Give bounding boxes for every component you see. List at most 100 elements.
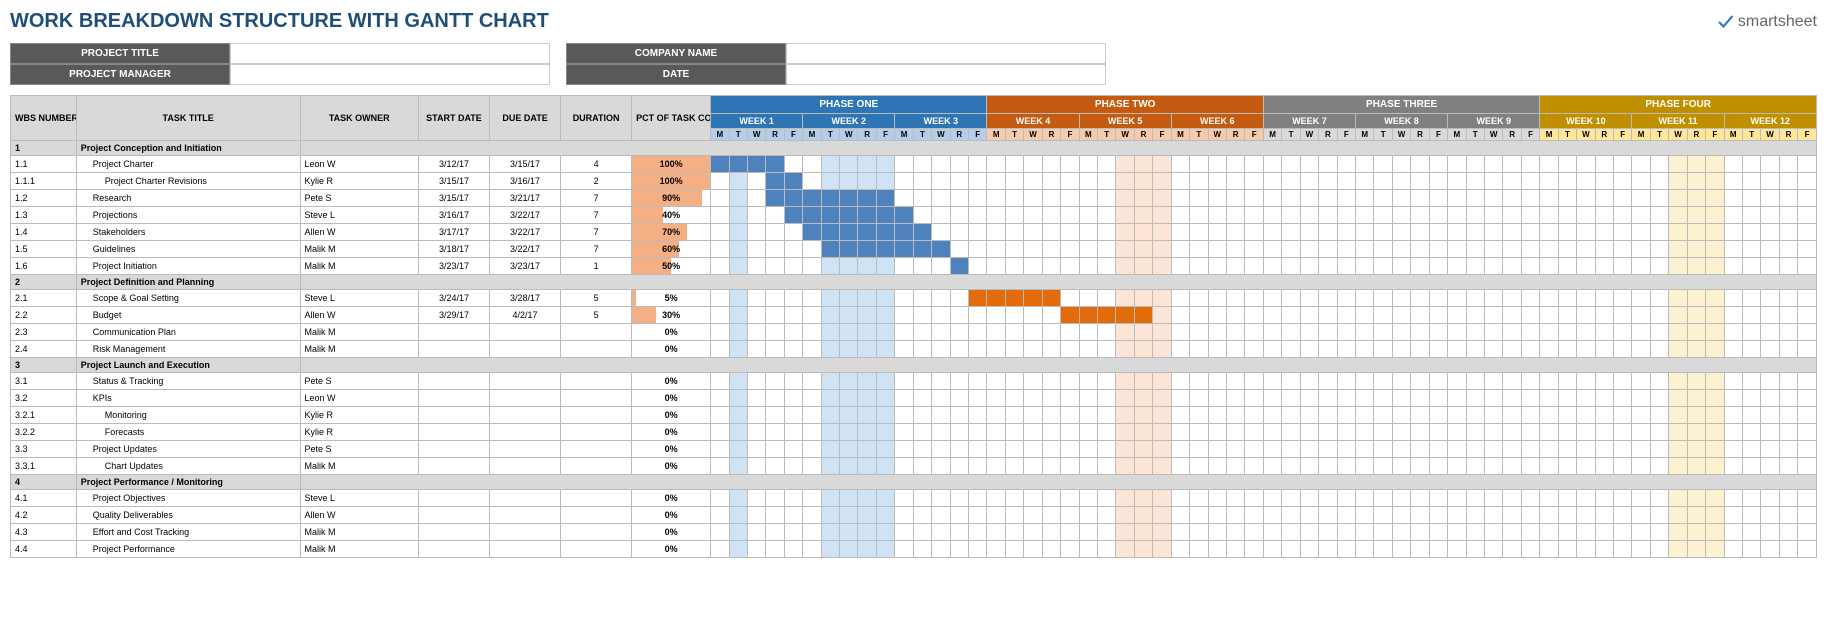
gantt-cell[interactable] — [1134, 290, 1152, 307]
gantt-cell[interactable] — [1595, 241, 1613, 258]
gantt-cell[interactable] — [1761, 307, 1779, 324]
gantt-cell[interactable] — [1558, 173, 1576, 190]
gantt-cell[interactable] — [1411, 407, 1429, 424]
gantt-cell[interactable] — [987, 258, 1005, 275]
gantt-cell[interactable] — [950, 373, 968, 390]
gantt-cell[interactable] — [1742, 156, 1760, 173]
gantt-cell[interactable] — [1411, 190, 1429, 207]
gantt-cell[interactable] — [1171, 290, 1189, 307]
gantt-cell[interactable] — [766, 373, 784, 390]
gantt-cell[interactable] — [1577, 190, 1595, 207]
gantt-cell[interactable] — [1392, 541, 1410, 558]
gantt-cell[interactable] — [1558, 458, 1576, 475]
gantt-cell[interactable] — [1558, 258, 1576, 275]
gantt-cell[interactable] — [747, 190, 765, 207]
gantt-cell[interactable] — [1134, 307, 1152, 324]
gantt-cell[interactable] — [766, 173, 784, 190]
gantt-cell[interactable] — [1614, 390, 1632, 407]
gantt-cell[interactable] — [858, 441, 876, 458]
start-cell[interactable] — [418, 341, 489, 358]
gantt-cell[interactable] — [1779, 458, 1797, 475]
gantt-cell[interactable] — [840, 441, 858, 458]
gantt-cell[interactable] — [1411, 324, 1429, 341]
duration-cell[interactable] — [561, 441, 632, 458]
gantt-cell[interactable] — [1632, 307, 1650, 324]
gantt-cell[interactable] — [1134, 173, 1152, 190]
gantt-cell[interactable] — [932, 507, 950, 524]
gantt-cell[interactable] — [1503, 541, 1521, 558]
gantt-cell[interactable] — [1577, 407, 1595, 424]
gantt-cell[interactable] — [784, 524, 802, 541]
gantt-cell[interactable] — [1208, 407, 1226, 424]
gantt-cell[interactable] — [821, 207, 839, 224]
gantt-cell[interactable] — [784, 224, 802, 241]
gantt-cell[interactable] — [1466, 373, 1484, 390]
gantt-cell[interactable] — [1724, 190, 1742, 207]
gantt-cell[interactable] — [1300, 258, 1318, 275]
gantt-cell[interactable] — [747, 224, 765, 241]
gantt-cell[interactable] — [987, 407, 1005, 424]
gantt-cell[interactable] — [1448, 224, 1466, 241]
gantt-cell[interactable] — [1558, 324, 1576, 341]
task-cell[interactable]: Status & Tracking — [76, 373, 300, 390]
gantt-cell[interactable] — [1245, 241, 1264, 258]
gantt-cell[interactable] — [1503, 424, 1521, 441]
gantt-cell[interactable] — [729, 490, 747, 507]
gantt-cell[interactable] — [766, 507, 784, 524]
gantt-cell[interactable] — [1098, 324, 1116, 341]
gantt-cell[interactable] — [1356, 490, 1374, 507]
owner-cell[interactable]: Malik M — [300, 324, 418, 341]
gantt-cell[interactable] — [1171, 524, 1189, 541]
gantt-cell[interactable] — [1374, 290, 1392, 307]
gantt-cell[interactable] — [1650, 258, 1668, 275]
duration-cell[interactable] — [561, 407, 632, 424]
gantt-cell[interactable] — [1153, 258, 1171, 275]
gantt-cell[interactable] — [1577, 307, 1595, 324]
task-cell[interactable]: Project Charter — [76, 156, 300, 173]
gantt-cell[interactable] — [1300, 507, 1318, 524]
gantt-cell[interactable] — [1190, 390, 1208, 407]
gantt-cell[interactable] — [1208, 224, 1226, 241]
gantt-cell[interactable] — [1779, 524, 1797, 541]
wbs-cell[interactable]: 3.3 — [11, 441, 77, 458]
gantt-cell[interactable] — [1595, 341, 1613, 358]
due-cell[interactable] — [490, 341, 561, 358]
gantt-cell[interactable] — [1079, 507, 1097, 524]
pct-cell[interactable]: 0% — [632, 390, 711, 407]
gantt-cell[interactable] — [1116, 507, 1134, 524]
gantt-cell[interactable] — [766, 241, 784, 258]
gantt-cell[interactable] — [1005, 373, 1023, 390]
due-cell[interactable]: 3/23/17 — [490, 258, 561, 275]
gantt-cell[interactable] — [1521, 407, 1540, 424]
task-cell[interactable]: Communication Plan — [76, 324, 300, 341]
gantt-cell[interactable] — [1669, 156, 1687, 173]
pct-cell[interactable]: 0% — [632, 341, 711, 358]
gantt-cell[interactable] — [1724, 541, 1742, 558]
gantt-cell[interactable] — [1153, 507, 1171, 524]
gantt-cell[interactable] — [969, 173, 987, 190]
gantt-cell[interactable] — [1632, 373, 1650, 390]
gantt-cell[interactable] — [1429, 241, 1447, 258]
gantt-cell[interactable] — [1098, 207, 1116, 224]
gantt-cell[interactable] — [1687, 224, 1705, 241]
task-cell[interactable]: Effort and Cost Tracking — [76, 524, 300, 541]
gantt-cell[interactable] — [1392, 424, 1410, 441]
gantt-cell[interactable] — [1042, 224, 1060, 241]
gantt-cell[interactable] — [1079, 424, 1097, 441]
info-value-date[interactable] — [786, 64, 1106, 85]
gantt-cell[interactable] — [1098, 424, 1116, 441]
gantt-cell[interactable] — [1466, 258, 1484, 275]
gantt-cell[interactable] — [1337, 173, 1355, 190]
gantt-cell[interactable] — [1742, 190, 1760, 207]
gantt-cell[interactable] — [1356, 507, 1374, 524]
gantt-cell[interactable] — [950, 224, 968, 241]
task-cell[interactable]: Monitoring — [76, 407, 300, 424]
gantt-cell[interactable] — [1411, 390, 1429, 407]
gantt-cell[interactable] — [729, 156, 747, 173]
duration-cell[interactable] — [561, 424, 632, 441]
gantt-cell[interactable] — [1042, 156, 1060, 173]
wbs-cell[interactable]: 2.3 — [11, 324, 77, 341]
pct-cell[interactable]: 0% — [632, 407, 711, 424]
gantt-cell[interactable] — [1319, 207, 1337, 224]
gantt-cell[interactable] — [711, 207, 729, 224]
